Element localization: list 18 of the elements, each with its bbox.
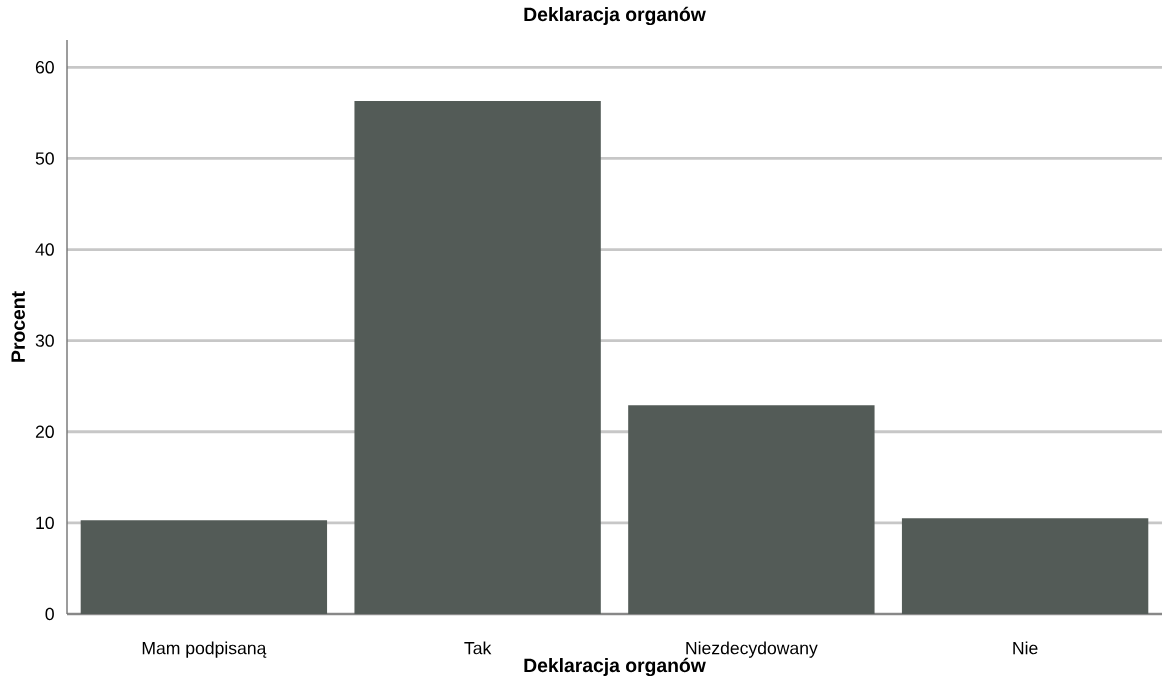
bar: [354, 101, 601, 614]
x-tick-label: Mam podpisaną: [142, 641, 267, 658]
bar: [628, 405, 875, 614]
y-tick-label: 20: [35, 425, 54, 438]
y-tick-label: 60: [35, 61, 54, 74]
x-tick-label: Tak: [464, 641, 492, 655]
y-axis-title: Procent: [11, 291, 25, 362]
x-axis-title: Deklaracja organów: [524, 657, 706, 677]
y-tick-label: 30: [35, 334, 54, 347]
y-tick-label: 0: [45, 607, 54, 621]
bar: [80, 520, 328, 614]
y-tick-label: 10: [36, 516, 54, 530]
chart-title: Deklaracja organów: [524, 6, 706, 26]
x-tick-label: Nie: [1013, 641, 1038, 655]
bar: [901, 518, 1149, 614]
y-tick-label: 40: [35, 243, 54, 256]
x-tick-label: Niezdecydowany: [686, 641, 818, 658]
y-tick-label: 50: [35, 152, 54, 165]
